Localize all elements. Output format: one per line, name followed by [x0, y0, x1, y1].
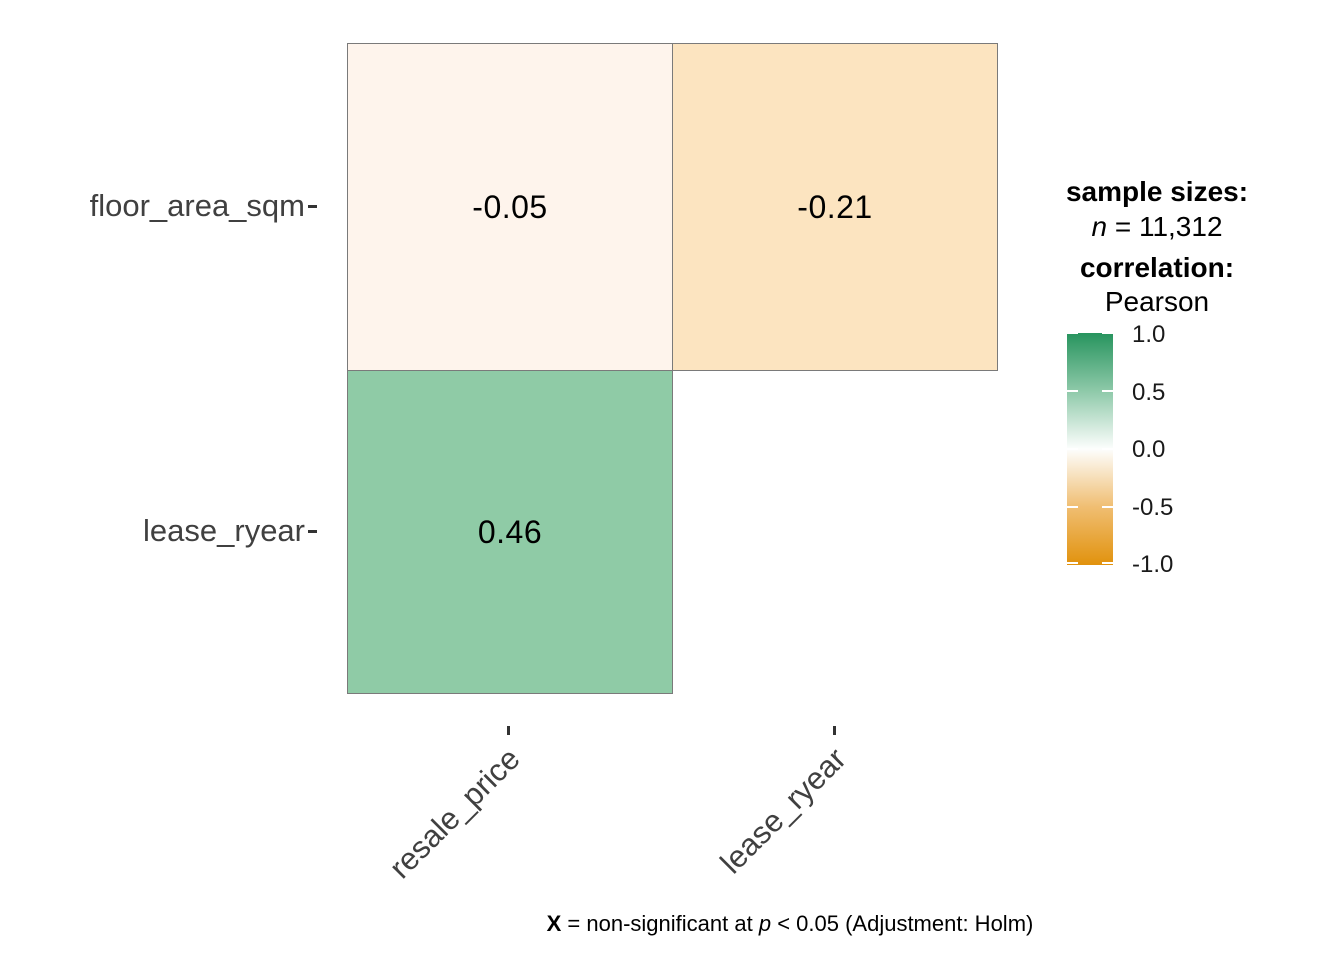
colorbar-tick [1102, 448, 1113, 450]
correlation-value: -0.21 [797, 188, 873, 225]
x-axis-label-resale_price: resale_price [382, 741, 527, 886]
x-axis-tick [833, 726, 836, 735]
colorbar-tick [1102, 506, 1113, 508]
colorbar-tick-label: 1.0 [1132, 321, 1166, 348]
colorbar-tick [1102, 562, 1113, 564]
y-axis-label-lease_ryear: lease_ryear [143, 513, 305, 548]
n-symbol: n [1091, 211, 1108, 242]
significance-caption: X = non-significant at p < 0.05 (Adjustm… [440, 911, 1140, 937]
caption-text-2: < 0.05 (Adjustment: Holm) [771, 911, 1034, 936]
colorbar-tick [1102, 390, 1113, 392]
colorbar-tick [1067, 390, 1078, 392]
colorbar-tick [1067, 332, 1078, 334]
colorbar-tick-label: 0.5 [1132, 379, 1166, 406]
colorbar-tick [1067, 448, 1078, 450]
colorbar-tick-label: -0.5 [1132, 494, 1174, 521]
colorbar-tick [1102, 332, 1113, 334]
y-axis-tick [308, 205, 317, 208]
heatmap-cell-floor_area_sqm-resale_price: -0.05 [347, 43, 673, 371]
correlation-value: 0.46 [477, 513, 543, 550]
heatmap-cell-floor_area_sqm-lease_ryear: -0.21 [672, 43, 998, 371]
y-axis-label-floor_area_sqm: floor_area_sqm [89, 188, 305, 223]
colorbar-tick [1067, 506, 1078, 508]
colorbar-gradient [1067, 332, 1113, 565]
legend-sample-sizes-title: sample sizes: [1065, 176, 1249, 207]
colorbar-tick-label: -1.0 [1132, 551, 1174, 578]
caption-text-1: = non-significant at [561, 911, 759, 936]
legend-correlation-title: correlation: [1079, 252, 1235, 283]
correlation-value: -0.05 [472, 188, 548, 225]
x-axis-label-lease_ryear: lease_ryear [713, 741, 853, 881]
colorbar-tick [1067, 562, 1078, 564]
legend-sample-size-value: n = 11,312 [1040, 210, 1274, 244]
caption-x-symbol: X [546, 911, 562, 936]
x-axis-tick [507, 726, 510, 735]
y-axis-tick [308, 530, 317, 533]
heatmap-cell-lease_ryear-resale_price: 0.46 [347, 370, 673, 694]
caption-p-symbol: p [758, 911, 772, 936]
n-value: = 11,312 [1107, 211, 1223, 242]
colorbar-tick-label: 0.0 [1132, 436, 1166, 463]
legend-correlation-method: Pearson [1104, 286, 1210, 317]
